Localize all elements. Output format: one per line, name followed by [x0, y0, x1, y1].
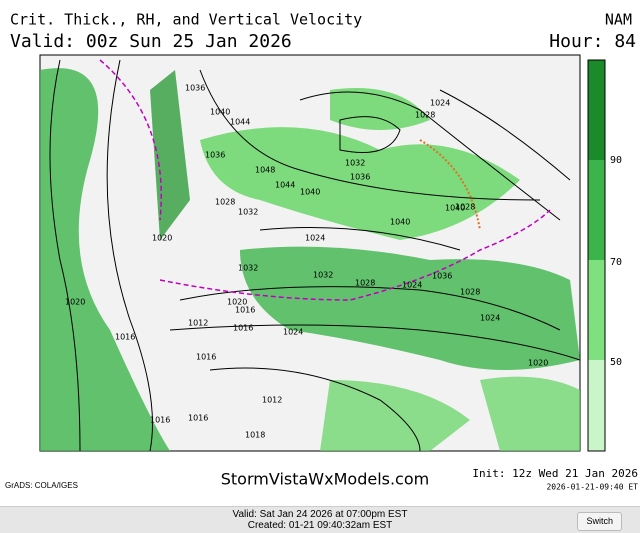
- isobar-label: 1028: [460, 288, 480, 297]
- status-bar: Valid: Sat Jan 24 2026 at 07:00pm EST Cr…: [0, 506, 640, 533]
- isobar-label: 1032: [238, 208, 258, 217]
- isobar-label: 1018: [245, 431, 265, 440]
- isobar-label: 1028: [415, 111, 435, 120]
- switch-button[interactable]: Switch: [577, 512, 622, 531]
- isobar-label: 1028: [455, 203, 475, 212]
- isobar-label: 1028: [355, 279, 375, 288]
- site: StormVistaWxModels.com: [221, 470, 429, 489]
- isobar-label: 1024: [480, 314, 500, 323]
- forecast-hour: Hour: 84: [549, 31, 636, 52]
- colorbar-label: 50: [610, 357, 622, 368]
- isobar-label: 1040: [210, 108, 230, 117]
- colorbar-label: 70: [610, 257, 622, 268]
- isobar-label: 1044: [275, 181, 295, 190]
- map: 1036104010441036104810441040103210361024…: [39, 54, 581, 452]
- created-info: Created: 01-21 09:40:32am EST: [247, 520, 393, 531]
- isobar-label: 1016: [115, 333, 135, 342]
- valid-info: Valid: Sat Jan 24 2026 at 07:00pm EST: [232, 509, 408, 520]
- init-time: Init: 12z Wed 21 Jan 2026: [472, 467, 638, 480]
- isobar-label: 1036: [185, 84, 205, 93]
- isobar-label: 1040: [445, 204, 465, 213]
- isobar-label: 1032: [345, 159, 365, 168]
- isobar-label: 1016: [188, 414, 208, 423]
- isobar-label: 1044: [230, 118, 250, 127]
- isobar-label: 1016: [235, 306, 255, 315]
- isobar-label: 1016: [233, 324, 253, 333]
- isobar-label: 1016: [150, 416, 170, 425]
- isobar-label: 1020: [528, 359, 548, 368]
- isobar-label: 1016: [196, 353, 216, 362]
- isobar-label: 1020: [152, 234, 172, 243]
- isobar-label: 1032: [238, 264, 258, 273]
- isobar-label: 1036: [350, 173, 370, 182]
- isobar-label: 1048: [255, 166, 275, 175]
- isobar-label: 1020: [65, 298, 85, 307]
- isobar-label: 1036: [432, 272, 452, 281]
- isobar-label: 1020: [227, 298, 247, 307]
- isobar-label: 1012: [188, 319, 208, 328]
- model: NAM: [605, 11, 632, 29]
- valid-time: Valid: 00z Sun 25 Jan 2026: [10, 31, 292, 52]
- isobar-label: 1028: [215, 198, 235, 207]
- isobar-label: 1012: [262, 396, 282, 405]
- credit: GrADS: COLA/IGES: [5, 481, 78, 490]
- isobar-label: 1036: [205, 151, 225, 160]
- isobar-label: 1024: [283, 328, 303, 337]
- isobar-label: 1040: [300, 188, 320, 197]
- isobar-label: 1024: [430, 99, 450, 108]
- figure: Crit. Thick., RH, and Vertical Velocity …: [5, 11, 638, 492]
- isobar-label: 1024: [402, 281, 422, 290]
- isobar-label: 1032: [313, 271, 333, 280]
- colorbar-label: 90: [610, 155, 622, 166]
- colorbar: 90 70 50: [587, 59, 622, 452]
- timestamp: 2026-01-21-09:40 ET: [546, 483, 638, 492]
- isobar-label: 1040: [390, 218, 410, 227]
- isobar-label: 1024: [305, 234, 325, 243]
- title: Crit. Thick., RH, and Vertical Velocity: [10, 11, 362, 29]
